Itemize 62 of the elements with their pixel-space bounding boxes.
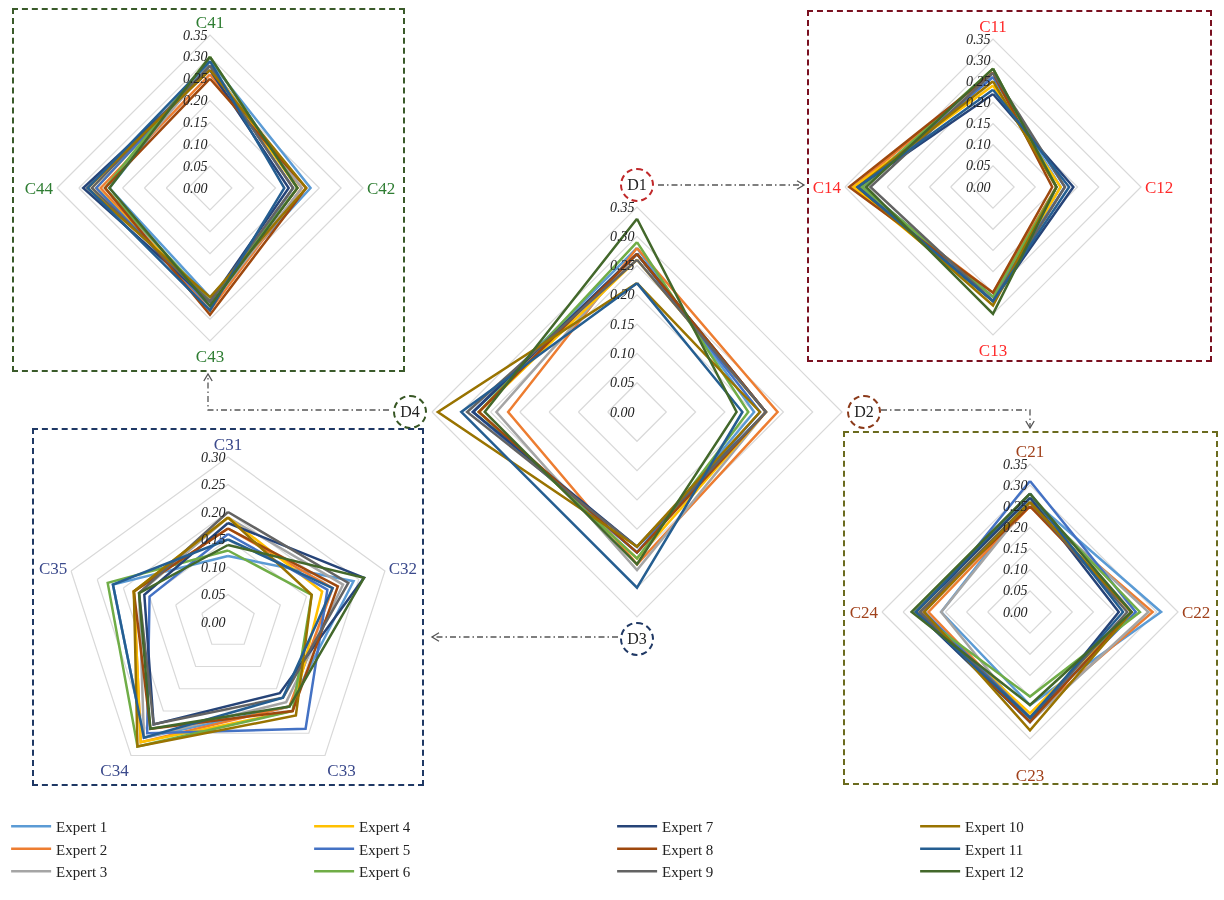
legend-label: Expert 9	[662, 864, 714, 881]
y-tick-label: 0.10	[609, 345, 635, 361]
spoke-label: D1	[627, 176, 647, 193]
legend-label: Expert 2	[56, 841, 108, 858]
y-tick-label: 0.15	[200, 532, 226, 548]
spoke-label: C43	[195, 347, 225, 366]
y-tick-label: 0.25	[182, 71, 208, 87]
y-tick-label: 0.25	[609, 258, 635, 274]
y-tick-label: 0.35	[1002, 456, 1028, 472]
y-tick-label: 0.10	[1002, 562, 1028, 578]
legend-label: Expert 11	[965, 841, 1024, 858]
spoke-label: C44	[24, 178, 54, 198]
spoke-label: D2	[847, 395, 881, 429]
y-tick-label: 0.00	[200, 614, 226, 630]
legend-label: Expert 5	[359, 841, 411, 858]
y-tick-label: 0.15	[965, 116, 991, 132]
y-tick-label: 0.30	[965, 52, 991, 68]
y-tick-label: 0.00	[1002, 604, 1028, 620]
y-tick-label: 0.20	[200, 504, 226, 520]
spoke-label: C14	[812, 177, 842, 197]
y-tick-label: 0.25	[965, 73, 991, 89]
y-tick-label: 0.00	[965, 179, 991, 195]
y-tick-label: 0.30	[200, 449, 226, 465]
y-tick-label: 0.35	[609, 199, 635, 215]
spoke-label: C35	[38, 559, 68, 579]
y-tick-label: 0.00	[182, 180, 208, 196]
y-tick-label: 0.15	[182, 114, 208, 130]
spoke-label: C42	[367, 178, 396, 198]
legend-label: Expert 12	[965, 864, 1024, 881]
y-tick-label: 0.05	[1002, 583, 1028, 599]
spoke-label: C34	[100, 760, 130, 780]
y-tick-label: 0.10	[965, 137, 991, 153]
spoke-label: C13	[978, 341, 1008, 360]
legend-label: Expert 8	[662, 841, 714, 858]
spoke-label: D4	[393, 395, 427, 429]
y-tick-label: 0.25	[200, 477, 226, 493]
y-tick-label: 0.10	[182, 136, 208, 152]
spoke-label: C32	[388, 559, 418, 579]
y-tick-label: 0.00	[609, 404, 635, 420]
y-tick-label: 0.05	[609, 375, 635, 391]
y-tick-label: 0.15	[1002, 541, 1028, 557]
spoke-label: C22	[1182, 602, 1211, 622]
legend-label: Expert 3	[56, 864, 108, 881]
y-tick-label: 0.35	[182, 27, 208, 43]
y-tick-label: 0.30	[182, 49, 208, 65]
spoke-label: D3	[620, 622, 654, 656]
y-tick-label: 0.15	[609, 316, 635, 332]
y-tick-label: 0.35	[965, 31, 991, 47]
spoke-label: C23	[1015, 766, 1045, 785]
y-tick-label: 0.05	[965, 158, 991, 174]
legend-label: Expert 10	[965, 819, 1024, 836]
y-tick-label: 0.20	[965, 94, 991, 110]
y-tick-label: 0.05	[182, 158, 208, 174]
legend-label: Expert 7	[662, 819, 714, 836]
legend-label: Expert 1	[56, 819, 108, 836]
spoke-label: C24	[849, 602, 879, 622]
y-tick-label: 0.05	[200, 587, 226, 603]
y-tick-label: 0.10	[200, 559, 226, 575]
spoke-label: C12	[1145, 177, 1174, 197]
legend-label: Expert 4	[359, 819, 411, 836]
legend-label: Expert 6	[359, 864, 411, 881]
spoke-label: C33	[327, 760, 356, 780]
